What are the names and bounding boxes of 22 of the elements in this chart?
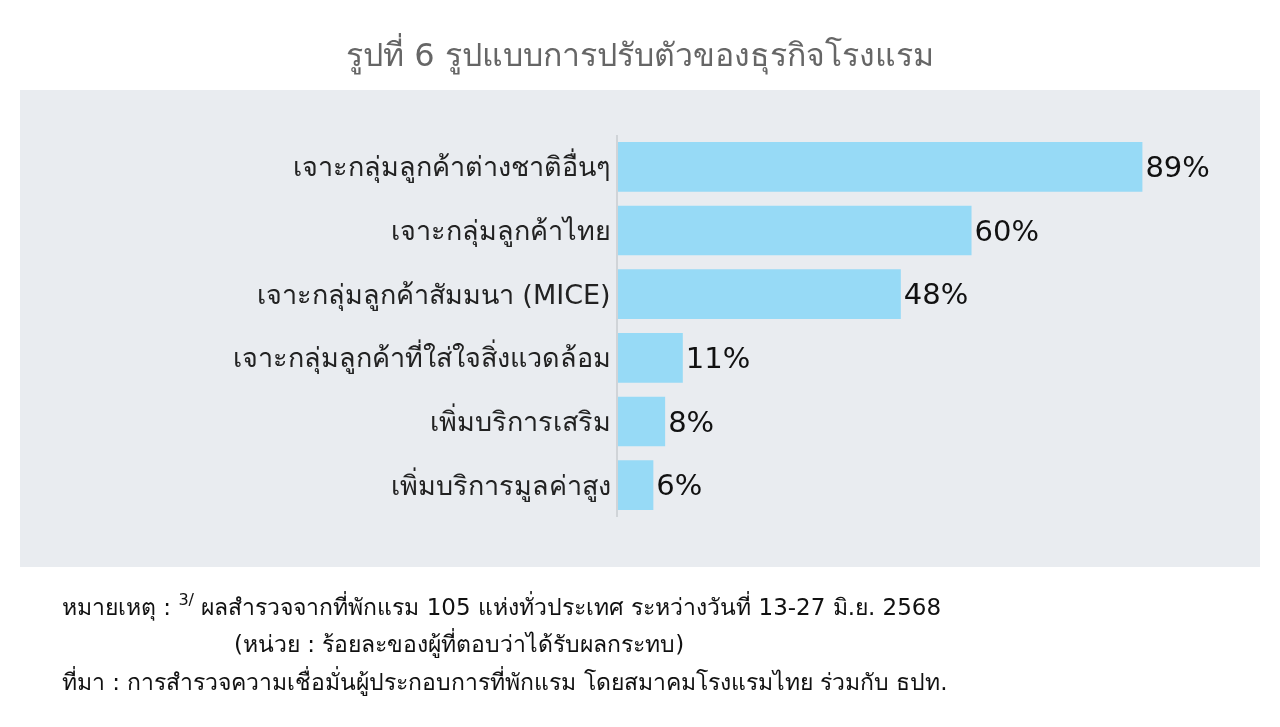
chart-title: รูปที่ 6 รูปแบบการปรับตัวของธุรกิจโรงแรม xyxy=(346,33,934,76)
text: หมายเหตุ : $^{3/}$ ผลสำรวจจากที่พักแรม 105 แห่งทั่วประเทศ ระหว่างวันที่ 13-27 มิ.ย. 2568 xyxy=(62,590,942,621)
y-tick-label: เจาะกลุ่มลูกค้าต่างชาติอื่นๆ xyxy=(292,148,611,185)
data-label: 60% xyxy=(974,213,1039,248)
bar xyxy=(618,333,683,383)
bar xyxy=(618,269,901,319)
y-tick-label: เพิ่มบริการเสริม xyxy=(429,402,611,437)
y-tick-label: เจาะกลุ่มลูกค้าที่ใส่ใจสิ่งแวดล้อม xyxy=(232,339,611,376)
data-label: 8% xyxy=(668,404,715,439)
data-label: 11% xyxy=(685,340,751,375)
bar xyxy=(618,205,972,256)
bar xyxy=(618,460,654,510)
y-tick-label: เจาะกลุ่มลูกค้าไทย xyxy=(390,214,611,248)
y-tick-label: เจาะกลุ่มลูกค้าสัมมนา (MICE) xyxy=(256,278,611,312)
data-label: 89% xyxy=(1145,149,1210,184)
data-label: 48% xyxy=(903,277,969,312)
data-label: 6% xyxy=(656,468,703,503)
bar xyxy=(618,142,1143,192)
text: ที่มา : การสำรวจความเชื่อมั่นผู้ประกอบการที่พักแรม โดยสมาคมโรงแรมไทย ร่วมกับ ธปท. xyxy=(62,666,948,696)
y-tick-label: เพิ่มบริการมูลค่าสูง xyxy=(390,466,611,502)
bar xyxy=(618,396,666,447)
text: (หน่วย : ร้อยละของผู้ที่ตอบว่าได้รับผลกระทบ) xyxy=(234,628,685,658)
